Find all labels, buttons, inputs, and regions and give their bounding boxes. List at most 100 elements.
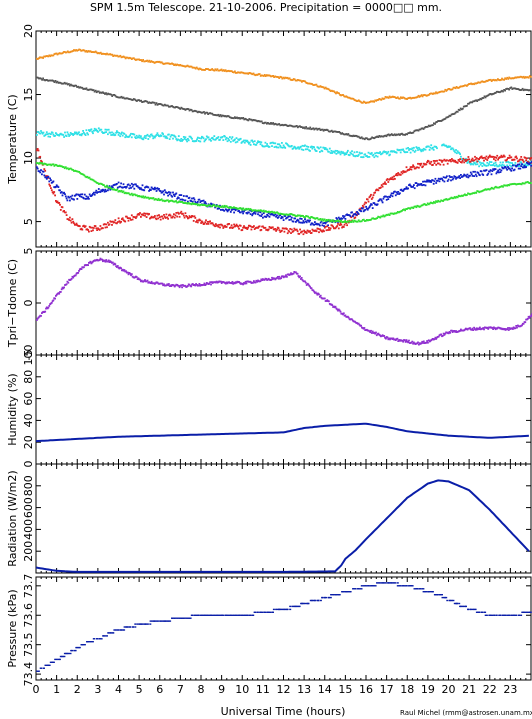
data-point: [268, 122, 270, 125]
data-point: [492, 328, 494, 330]
data-point: [425, 94, 428, 97]
data-point: [111, 131, 113, 134]
data-point: [71, 194, 74, 197]
data-point: [377, 189, 380, 192]
data-point: [112, 94, 115, 96]
data-point: [333, 130, 335, 133]
data-point: [176, 215, 179, 218]
data-point: [486, 174, 489, 176]
data-point: [475, 327, 478, 330]
data-point: [455, 149, 457, 151]
data-point: [286, 76, 289, 79]
data-point: [500, 165, 503, 167]
data-point: [181, 107, 184, 110]
data-point: [85, 129, 88, 132]
data-point: [169, 105, 171, 108]
data-point: [78, 194, 80, 196]
data-point: [222, 227, 225, 229]
data-point: [419, 149, 422, 151]
data-point: [241, 71, 243, 74]
data-point: [501, 77, 503, 80]
data-point: [198, 137, 201, 139]
data-point: [273, 146, 276, 148]
data-point: [348, 220, 351, 223]
data-point: [187, 108, 190, 110]
data-point: [429, 201, 432, 204]
data-point: [411, 132, 414, 134]
data-point: [171, 62, 173, 65]
data-point: [328, 220, 331, 223]
data-point: [109, 53, 111, 55]
data-point: [402, 96, 404, 99]
data-point: [422, 184, 425, 186]
data-point: [50, 187, 52, 189]
data-point: [477, 81, 480, 84]
data-point: [208, 204, 210, 206]
data-point: [500, 90, 502, 93]
data-point: [315, 150, 318, 152]
data-point: [256, 142, 259, 144]
data-point: [433, 92, 435, 95]
data-point: [486, 94, 489, 97]
data-point: [413, 130, 416, 133]
data-point: [342, 312, 345, 315]
data-point: [333, 151, 336, 154]
data-point: [245, 226, 248, 229]
data-point: [149, 101, 152, 104]
data-point: [424, 184, 427, 187]
data-point: [182, 65, 185, 67]
data-point: [248, 72, 251, 74]
data-point: [339, 131, 341, 134]
data-point: [227, 206, 230, 209]
data-point: [155, 620, 158, 622]
data-point: [358, 323, 361, 326]
data-point: [250, 208, 253, 211]
data-point: [501, 163, 504, 166]
data-point: [498, 91, 500, 93]
data-point: [372, 137, 374, 139]
data-point: [246, 228, 249, 230]
data-point: [526, 160, 529, 163]
data-point: [471, 83, 473, 86]
data-point: [376, 217, 379, 219]
data-point: [176, 106, 178, 108]
data-point: [493, 156, 496, 158]
data-point: [66, 199, 69, 202]
data-point: [355, 214, 358, 216]
data-point: [235, 117, 237, 119]
data-point: [40, 162, 42, 165]
data-point: [285, 274, 287, 277]
data-point: [393, 212, 396, 215]
data-point: [385, 135, 388, 138]
data-point: [153, 198, 156, 201]
data-point: [209, 112, 211, 114]
data-point: [352, 155, 355, 157]
data-point: [366, 101, 368, 104]
data-point: [49, 55, 52, 58]
data-point: [347, 316, 350, 319]
data-point: [112, 188, 115, 191]
data-point: [298, 276, 301, 279]
data-point: [349, 221, 352, 223]
data-point: [471, 175, 474, 177]
data-point: [366, 155, 368, 157]
data-point: [145, 134, 148, 137]
data-point: [205, 202, 207, 205]
data-point: [338, 92, 340, 95]
data-point: [314, 149, 317, 152]
data-point: [124, 97, 127, 100]
data-point: [529, 162, 532, 164]
data-point: [227, 69, 230, 72]
data-point: [444, 332, 447, 335]
data-point: [217, 225, 220, 228]
data-point: [154, 186, 156, 189]
data-point: [161, 62, 164, 65]
data-point: [205, 111, 207, 114]
data-point: [52, 192, 55, 195]
data-point: [196, 219, 198, 222]
data-point: [349, 215, 352, 218]
y-tick-label: 73.6: [22, 603, 35, 628]
data-point: [97, 183, 100, 185]
data-point: [177, 201, 180, 204]
data-point: [135, 194, 137, 197]
